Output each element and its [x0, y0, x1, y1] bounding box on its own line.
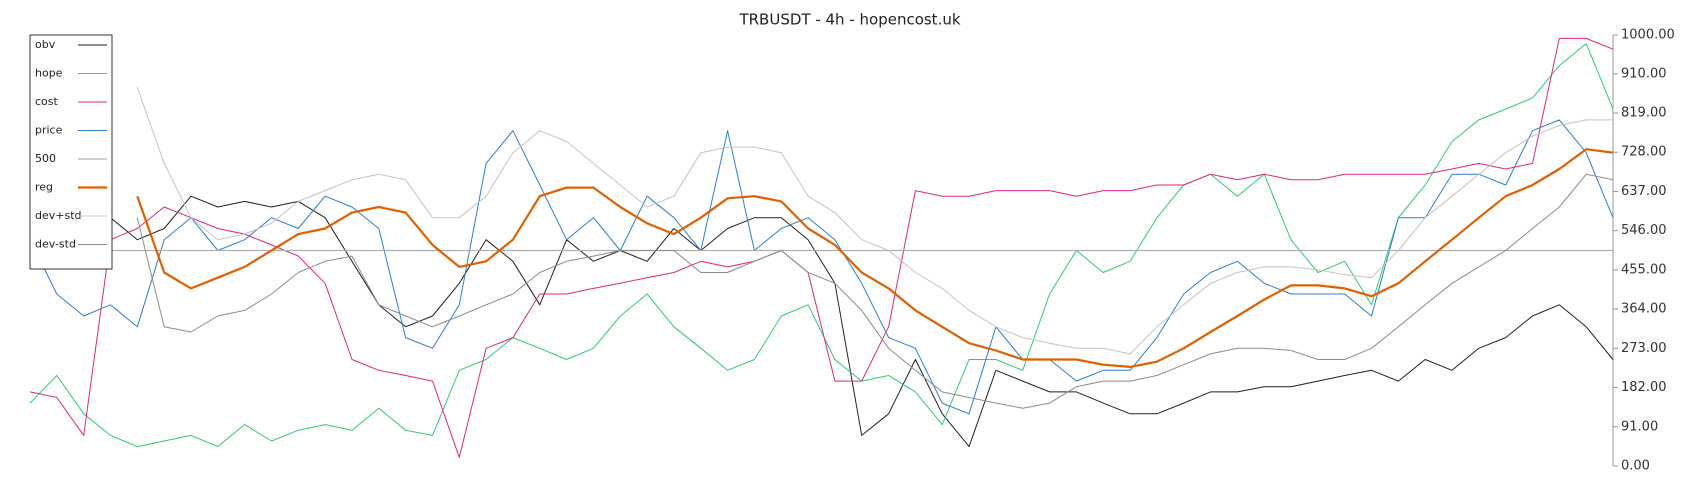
y-tick-label: 273.00	[1621, 341, 1667, 356]
y-tick-label: 546.00	[1621, 223, 1667, 238]
y-tick-label: 728.00	[1621, 145, 1667, 160]
legend-label: cost	[35, 95, 59, 108]
legend-label: reg	[35, 181, 53, 194]
series-line	[136, 173, 1614, 409]
series-line	[30, 195, 1614, 448]
y-tick-label: 637.00	[1621, 184, 1667, 199]
y-tick-label: 455.00	[1621, 262, 1667, 277]
series-line	[29, 119, 1614, 415]
series-line	[136, 148, 1614, 368]
series-line	[136, 87, 1613, 355]
legend-label: price	[35, 124, 63, 137]
series-line	[29, 37, 1614, 458]
y-tick-label: 819.00	[1621, 106, 1667, 121]
y-tick-label: 1000.00	[1621, 28, 1675, 43]
series-line	[29, 43, 1614, 448]
y-tick-label: 364.00	[1621, 302, 1667, 317]
y-tick-label: 910.00	[1621, 66, 1667, 81]
legend-label: dev-std	[35, 238, 76, 251]
y-tick-label: 91.00	[1621, 419, 1658, 434]
legend-label: hope	[35, 67, 63, 80]
legend-label: obv	[35, 38, 56, 51]
y-tick-label: 0.00	[1621, 459, 1650, 474]
y-tick-label: 182.00	[1621, 380, 1667, 395]
chart-title: TRBUSDT - 4h - hopencost.uk	[738, 11, 960, 29]
legend-label: dev+std	[35, 209, 82, 222]
legend-label: 500	[35, 152, 56, 165]
